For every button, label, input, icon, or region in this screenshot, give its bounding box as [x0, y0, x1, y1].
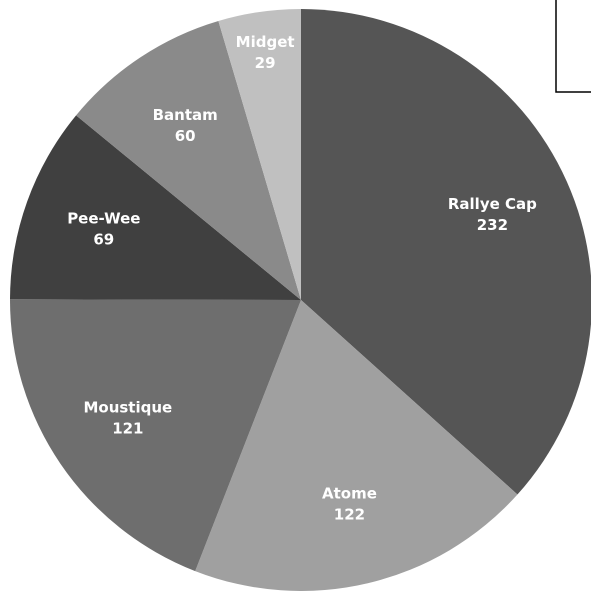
slice-label: Rallye Cap [448, 195, 537, 213]
slice-value: 122 [334, 505, 365, 523]
slice-value: 121 [112, 419, 143, 437]
slice-value: 69 [93, 231, 114, 249]
slice-label: Pee-Wee [67, 210, 140, 228]
pie-slice [195, 300, 518, 591]
pie-slice [10, 299, 301, 572]
legend-box [555, 0, 591, 93]
pie-slice [76, 20, 301, 300]
slice-label: Midget [236, 33, 295, 51]
pie-slice [301, 9, 591, 495]
slice-value: 29 [255, 54, 276, 72]
slice-value: 60 [175, 127, 196, 145]
slice-value: 232 [477, 216, 508, 234]
pie-slice [218, 9, 301, 300]
pie-slice [10, 115, 302, 301]
slice-label: Moustique [83, 398, 172, 416]
slice-label: Atome [322, 484, 377, 502]
slice-label: Bantam [153, 106, 218, 124]
